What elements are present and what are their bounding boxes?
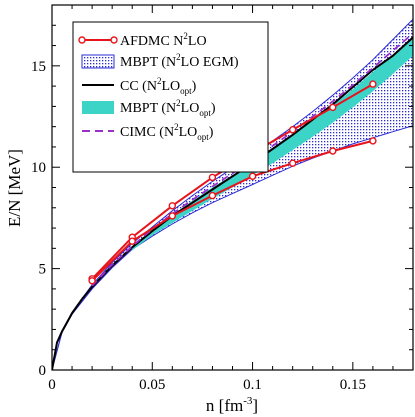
afdmc-upper-point [369,80,377,88]
cc-line [52,36,413,370]
tick-labels: 0 0.05 0.1 0.15 0 5 10 15 [31,59,366,393]
afdmc-lower-line [91,139,374,282]
y-tick-label: 10 [31,160,46,176]
legend-entry-mbpt-opt: MBPT (N2LOopt) [82,98,216,118]
afdmc-lower-point [329,147,337,155]
mbpt-egm-band [52,18,413,370]
legend-label-mbpt-opt: MBPT (N2LOopt) [120,98,216,118]
x-tick-label: 0.15 [340,377,366,393]
afdmc-upper-point [289,125,297,134]
afdmc-upper-point [168,202,177,210]
afdmc-lower-point [88,277,96,285]
y-axis-label: E/N [MeV] [5,149,24,227]
legend-entry-cimc: CIMC (N2LOopt) [82,122,214,142]
y-tick-label: 5 [39,262,47,278]
x-axis-label: n [fm-3] [206,395,258,415]
legend-entry-mbpt-egm: MBPT (N2LO EGM) [81,52,239,70]
y-tick-label: 15 [31,59,46,75]
afdmc-upper-point [329,103,337,112]
afdmc-lower-point [208,191,217,200]
afdmc-lower-point [248,172,257,181]
afdmc-lower-point [369,137,377,145]
afdmc-upper-point [208,173,217,182]
legend-label-mbpt-egm: MBPT (N2LO EGM) [120,52,239,70]
legend-label-cimc: CIMC (N2LOopt) [120,122,214,142]
plot-area [52,18,413,370]
x-tick-label: 0 [48,377,56,393]
legend-entry-afdmc: AFDMC N2LO [78,31,207,49]
legend-entry-cc: CC (N2LOopt) [82,76,197,96]
afdmc-lower-point [128,237,136,245]
legend-box [72,21,269,173]
afdmc-lower-point [168,212,177,220]
legend-label-afdmc: AFDMC N2LO [120,31,207,49]
afdmc-lower-point [289,159,297,167]
x-tick-label: 0.05 [139,377,165,393]
legend: AFDMC N2LO MBPT (N2LO EGM) CC (N2LOopt) … [72,21,269,173]
y-tick-label: 0 [39,363,47,379]
legend-label-cc: CC (N2LOopt) [120,76,197,96]
x-tick-label: 0.1 [243,377,262,393]
axis-ticks [51,5,413,371]
